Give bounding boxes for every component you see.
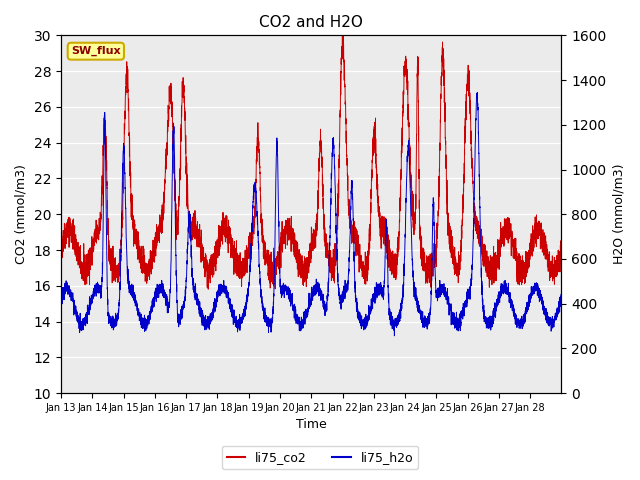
li75_co2 xyxy=(557,244,565,250)
Title: CO2 and H2O: CO2 and H2O xyxy=(259,15,363,30)
li75_h2o xyxy=(557,290,565,296)
li75_h2o xyxy=(390,333,398,339)
Line: li75_co2: li75_co2 xyxy=(61,36,561,289)
li75_h2o xyxy=(449,311,456,317)
li75_h2o xyxy=(473,92,481,98)
li75_co2 xyxy=(57,243,65,249)
li75_h2o xyxy=(57,292,65,298)
li75_co2 xyxy=(161,177,168,182)
Y-axis label: H2O (mmol/m3): H2O (mmol/m3) xyxy=(612,164,625,264)
li75_co2 xyxy=(449,234,456,240)
li75_h2o xyxy=(356,313,364,319)
li75_h2o xyxy=(330,142,337,147)
X-axis label: Time: Time xyxy=(296,419,326,432)
li75_co2 xyxy=(356,255,364,261)
Text: SW_flux: SW_flux xyxy=(71,46,121,56)
li75_co2 xyxy=(204,286,212,292)
Legend: li75_co2, li75_h2o: li75_co2, li75_h2o xyxy=(221,446,419,469)
li75_h2o xyxy=(474,90,481,96)
li75_co2 xyxy=(473,215,481,220)
Y-axis label: CO2 (mmol/m3): CO2 (mmol/m3) xyxy=(15,164,28,264)
li75_co2 xyxy=(330,277,337,283)
li75_co2 xyxy=(486,265,493,271)
li75_h2o xyxy=(486,320,493,325)
li75_co2 xyxy=(339,33,346,38)
li75_h2o xyxy=(161,289,168,295)
Line: li75_h2o: li75_h2o xyxy=(61,93,561,336)
